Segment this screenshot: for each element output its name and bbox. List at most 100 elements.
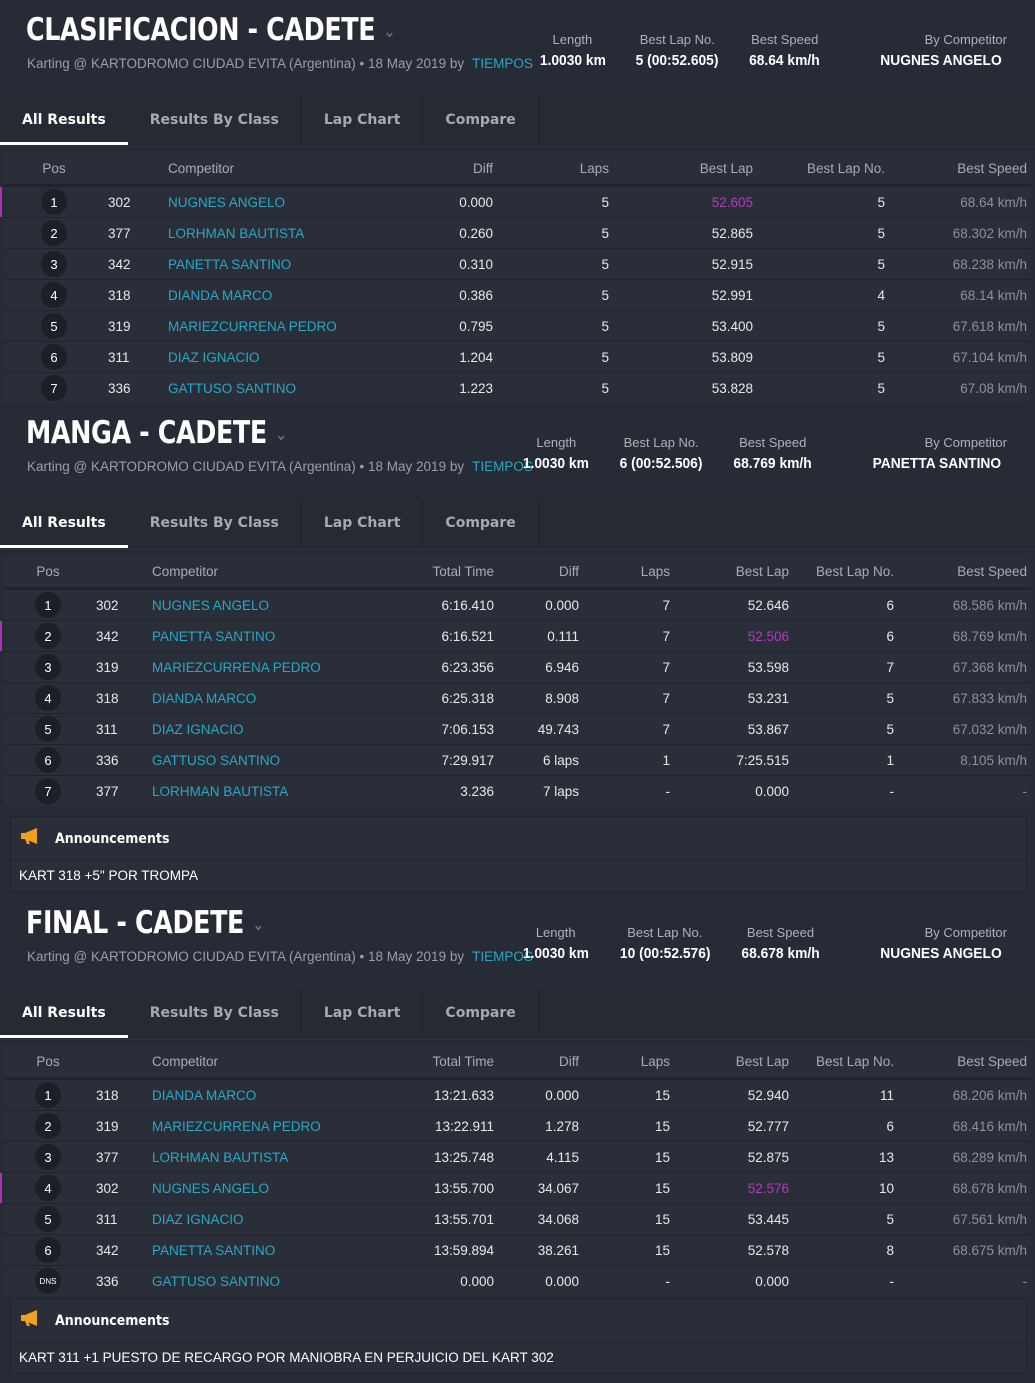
cell-name[interactable]: DIAZ IGNACIO bbox=[148, 722, 378, 737]
tab-results-by-class[interactable]: Results By Class bbox=[128, 95, 302, 145]
competitor-link[interactable]: DIANDA MARCO bbox=[152, 690, 257, 706]
column-header[interactable]: Best Speed bbox=[957, 1053, 1027, 1069]
competitor-link[interactable]: MARIEZCURRENA PEDRO bbox=[152, 1118, 321, 1134]
table-row[interactable]: 4 302 NUGNES ANGELO 13:55.700 34.067 15 52.576… bbox=[0, 1172, 1031, 1203]
cell-name[interactable]: MARIEZCURRENA PEDRO bbox=[148, 1119, 378, 1134]
session-title[interactable]: FINAL - CADETE ⌄ bbox=[26, 905, 265, 941]
tab-compare[interactable]: Compare bbox=[423, 498, 539, 548]
table-row[interactable]: 4 318 DIANDA MARCO 6:25.318 8.908 7 53.231 5 67.… bbox=[4, 682, 1031, 713]
table-row[interactable]: 3 377 LORHMAN BAUTISTA 13:25.748 4.115 15 52.8… bbox=[4, 1141, 1031, 1172]
tab-compare[interactable]: Compare bbox=[423, 95, 539, 145]
tab-all-results[interactable]: All Results bbox=[0, 95, 128, 145]
cell-name[interactable]: DIANDA MARCO bbox=[148, 691, 378, 706]
table-row[interactable]: 1 302 NUGNES ANGELO 6:16.410 0.000 7 52.646 6 68… bbox=[4, 589, 1031, 620]
column-header[interactable]: Laps bbox=[579, 160, 609, 176]
cell-name[interactable]: MARIEZCURRENA PEDRO bbox=[164, 319, 417, 334]
chevron-down-icon[interactable]: ⌄ bbox=[274, 424, 287, 445]
cell-name[interactable]: PANETTA SANTINO bbox=[148, 1243, 378, 1258]
table-row[interactable]: 5 311 DIAZ IGNACIO 7:06.153 49.743 7 53.867 5 67… bbox=[4, 713, 1031, 744]
cell-name[interactable]: PANETTA SANTINO bbox=[164, 257, 417, 272]
competitor-link[interactable]: NUGNES ANGELO bbox=[168, 194, 286, 210]
table-row[interactable]: 1 318 DIANDA MARCO 13:21.633 0.000 15 52.940 11… bbox=[4, 1079, 1031, 1110]
competitor-link[interactable]: DIAZ IGNACIO bbox=[152, 721, 244, 737]
cell-name[interactable]: PANETTA SANTINO bbox=[148, 629, 378, 644]
tab-compare[interactable]: Compare bbox=[423, 988, 539, 1038]
table-row[interactable]: 7 377 LORHMAN BAUTISTA 3.236 7 laps - 0.000 - - bbox=[4, 775, 1031, 806]
tab-lap-chart[interactable]: Lap Chart bbox=[302, 988, 424, 1038]
competitor-link[interactable]: DIANDA MARCO bbox=[152, 1087, 257, 1103]
column-header[interactable]: Best Lap No. bbox=[806, 160, 885, 176]
tiempos-link[interactable]: TIEMPOS bbox=[472, 459, 533, 474]
table-row[interactable]: 2 319 MARIEZCURRENA PEDRO 13:22.911 1.278 15 5… bbox=[4, 1110, 1031, 1141]
cell-name[interactable]: GATTUSO SANTINO bbox=[148, 1274, 378, 1289]
competitor-link[interactable]: DIANDA MARCO bbox=[168, 287, 273, 303]
column-header[interactable]: Laps bbox=[640, 563, 670, 579]
competitor-link[interactable]: DIAZ IGNACIO bbox=[168, 349, 260, 365]
competitor-link[interactable]: PANETTA SANTINO bbox=[152, 628, 276, 644]
cell-name[interactable]: DIANDA MARCO bbox=[164, 288, 417, 303]
table-row[interactable]: 4 318 DIANDA MARCO 0.386 5 52.991 4 68.14 km/h bbox=[4, 279, 1031, 310]
table-row[interactable]: 6 311 DIAZ IGNACIO 1.204 5 53.809 5 67.104 km/h bbox=[4, 341, 1031, 372]
table-row[interactable]: 1 302 NUGNES ANGELO 0.000 5 52.605 5 68.64 km/h bbox=[0, 186, 1031, 217]
cell-name[interactable]: DIANDA MARCO bbox=[148, 1088, 378, 1103]
column-header[interactable]: Diff bbox=[472, 160, 493, 176]
table-row[interactable]: 5 311 DIAZ IGNACIO 13:55.701 34.068 15 53.445 5… bbox=[4, 1203, 1031, 1234]
column-header[interactable]: Laps bbox=[640, 1053, 670, 1069]
column-header[interactable]: Competitor bbox=[152, 1053, 219, 1069]
cell-name[interactable]: MARIEZCURRENA PEDRO bbox=[148, 660, 378, 675]
column-header[interactable]: Best Lap bbox=[735, 563, 789, 579]
cell-name[interactable]: NUGNES ANGELO bbox=[164, 195, 417, 210]
column-header[interactable]: Best Speed bbox=[957, 160, 1027, 176]
competitor-link[interactable]: MARIEZCURRENA PEDRO bbox=[168, 318, 337, 334]
tab-lap-chart[interactable]: Lap Chart bbox=[302, 498, 424, 548]
column-header[interactable]: Best Lap No. bbox=[815, 1053, 894, 1069]
cell-name[interactable]: DIAZ IGNACIO bbox=[164, 350, 417, 365]
tab-all-results[interactable]: All Results bbox=[0, 988, 128, 1038]
competitor-link[interactable]: GATTUSO SANTINO bbox=[168, 380, 297, 396]
tab-results-by-class[interactable]: Results By Class bbox=[128, 498, 302, 548]
cell-name[interactable]: NUGNES ANGELO bbox=[148, 1181, 378, 1196]
tiempos-link[interactable]: TIEMPOS bbox=[472, 56, 533, 71]
column-header[interactable]: Pos bbox=[36, 1053, 60, 1069]
session-title[interactable]: CLASIFICACION - CADETE ⌄ bbox=[26, 12, 396, 48]
competitor-link[interactable]: NUGNES ANGELO bbox=[152, 1180, 270, 1196]
column-header[interactable]: Best Lap No. bbox=[815, 563, 894, 579]
cell-name[interactable]: LORHMAN BAUTISTA bbox=[148, 784, 378, 799]
table-row[interactable]: 6 336 GATTUSO SANTINO 7:29.917 6 laps 1 7:25.5… bbox=[4, 744, 1031, 775]
tab-results-by-class[interactable]: Results By Class bbox=[128, 988, 302, 1038]
competitor-link[interactable]: GATTUSO SANTINO bbox=[152, 752, 281, 768]
column-header[interactable]: Best Lap bbox=[699, 160, 753, 176]
table-row[interactable]: 2 342 PANETTA SANTINO 6:16.521 0.111 7 52.506 6… bbox=[0, 620, 1031, 651]
table-row[interactable]: 7 336 GATTUSO SANTINO 1.223 5 53.828 5 67.08 km… bbox=[4, 372, 1031, 403]
column-header[interactable]: Diff bbox=[558, 563, 579, 579]
session-title[interactable]: MANGA - CADETE ⌄ bbox=[26, 415, 287, 451]
competitor-link[interactable]: PANETTA SANTINO bbox=[168, 256, 292, 272]
competitor-link[interactable]: LORHMAN BAUTISTA bbox=[168, 225, 305, 241]
table-row[interactable]: DNS 336 GATTUSO SANTINO 0.000 0.000 - 0.000 - - bbox=[4, 1265, 1031, 1296]
table-row[interactable]: 3 319 MARIEZCURRENA PEDRO 6:23.356 6.946 7 53.… bbox=[4, 651, 1031, 682]
column-header[interactable]: Best Speed bbox=[957, 563, 1027, 579]
column-header[interactable]: Competitor bbox=[152, 563, 219, 579]
table-row[interactable]: 2 377 LORHMAN BAUTISTA 0.260 5 52.865 5 68.302 … bbox=[4, 217, 1031, 248]
cell-name[interactable]: GATTUSO SANTINO bbox=[164, 381, 417, 396]
column-header[interactable]: Pos bbox=[42, 160, 66, 176]
table-row[interactable]: 6 342 PANETTA SANTINO 13:59.894 38.261 15 52.5… bbox=[4, 1234, 1031, 1265]
cell-name[interactable]: LORHMAN BAUTISTA bbox=[164, 226, 417, 241]
cell-name[interactable]: LORHMAN BAUTISTA bbox=[148, 1150, 378, 1165]
competitor-link[interactable]: NUGNES ANGELO bbox=[152, 597, 270, 613]
cell-name[interactable]: NUGNES ANGELO bbox=[148, 598, 378, 613]
competitor-link[interactable]: PANETTA SANTINO bbox=[152, 1242, 276, 1258]
competitor-link[interactable]: GATTUSO SANTINO bbox=[152, 1273, 281, 1289]
column-header[interactable]: Total Time bbox=[432, 563, 494, 579]
cell-name[interactable]: GATTUSO SANTINO bbox=[148, 753, 378, 768]
table-row[interactable]: 3 342 PANETTA SANTINO 0.310 5 52.915 5 68.238 k… bbox=[4, 248, 1031, 279]
competitor-link[interactable]: MARIEZCURRENA PEDRO bbox=[152, 659, 321, 675]
tab-all-results[interactable]: All Results bbox=[0, 498, 128, 548]
competitor-link[interactable]: LORHMAN BAUTISTA bbox=[152, 1149, 289, 1165]
column-header[interactable]: Pos bbox=[36, 563, 60, 579]
cell-name[interactable]: DIAZ IGNACIO bbox=[148, 1212, 378, 1227]
tiempos-link[interactable]: TIEMPOS bbox=[472, 949, 533, 964]
column-header[interactable]: Competitor bbox=[168, 160, 235, 176]
chevron-down-icon[interactable]: ⌄ bbox=[252, 914, 265, 935]
competitor-link[interactable]: LORHMAN BAUTISTA bbox=[152, 783, 289, 799]
